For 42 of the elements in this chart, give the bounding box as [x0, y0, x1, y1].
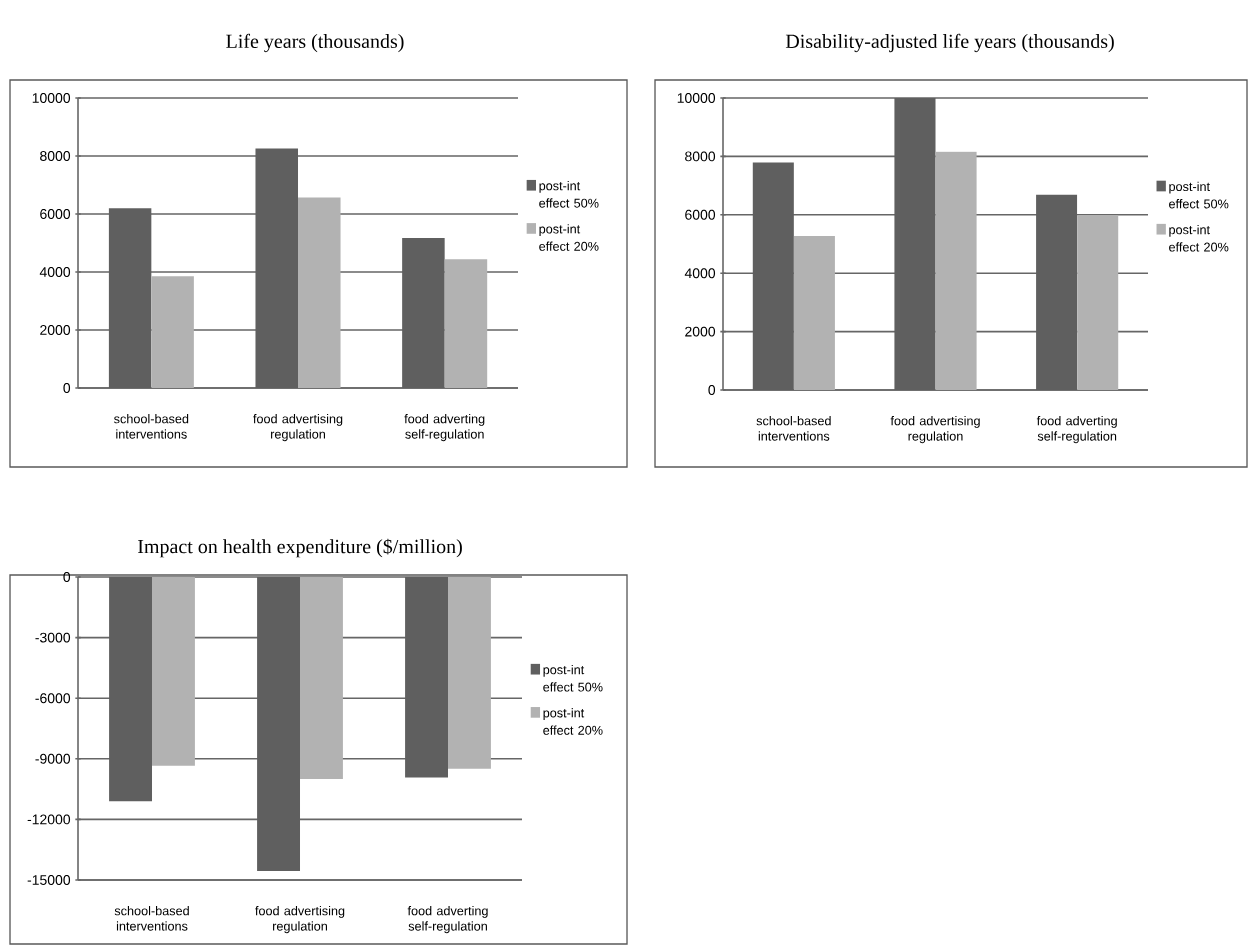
chart-title: Disability-adjusted life years (thousands) — [785, 33, 1114, 53]
y-tick-label: 0 — [708, 385, 716, 395]
bar — [151, 276, 194, 388]
y-tick-label: 10000 — [677, 93, 716, 103]
bar — [1077, 215, 1119, 390]
y-tick-label: 8000 — [685, 151, 716, 162]
bar — [298, 197, 341, 388]
bar — [444, 259, 488, 388]
y-tick-label: 6000 — [685, 209, 716, 220]
y-tick-label: -3000 — [35, 632, 71, 643]
y-tick-label: 4000 — [684, 268, 716, 279]
y-tick-label: 4000 — [39, 267, 71, 277]
y-tick-label: 2000 — [40, 325, 71, 335]
x-tick-label: school-based interventions — [114, 414, 189, 439]
x-tick-label: school-based interventions — [756, 416, 831, 441]
x-tick-label: school-based interventions — [114, 906, 189, 931]
y-tick-label: 2000 — [685, 326, 716, 337]
y-tick-label: -15000 — [27, 875, 71, 885]
y-tick-label: -9000 — [35, 753, 71, 764]
bar — [935, 151, 977, 390]
y-tick-label: 0 — [63, 572, 71, 582]
legend-label: post-int effect 50% — [1169, 181, 1229, 209]
chart-title: Impact on health expenditure ($/million) — [138, 538, 462, 558]
legend-label: post-int effect 20% — [1169, 224, 1229, 252]
x-tick-label: food adverting self-regulation — [404, 414, 485, 442]
legend-label: post-int effect 50% — [539, 181, 599, 208]
y-tick-label: 6000 — [40, 209, 71, 219]
x-tick-label: food advertising regulation — [890, 416, 980, 444]
y-tick-label: 8000 — [40, 151, 71, 161]
x-tick-label: food adverting self-regulation — [1036, 416, 1117, 444]
x-tick-label: food advertising regulation — [255, 906, 345, 934]
y-tick-label: -6000 — [35, 693, 71, 704]
x-tick-label: food advertising regulation — [253, 414, 343, 442]
bar — [793, 236, 835, 390]
x-tick-label: food adverting self-regulation — [407, 906, 488, 934]
y-tick-label: -12000 — [27, 814, 71, 825]
y-tick-label: 0 — [63, 383, 71, 393]
chart-title: Life years (thousands) — [226, 33, 404, 53]
y-tick-label: 10000 — [32, 93, 71, 103]
legend-label: post-int effect 50% — [543, 664, 603, 692]
legend-label: post-int effect 20% — [543, 708, 603, 735]
legend-label: post-int effect 20% — [539, 224, 599, 251]
